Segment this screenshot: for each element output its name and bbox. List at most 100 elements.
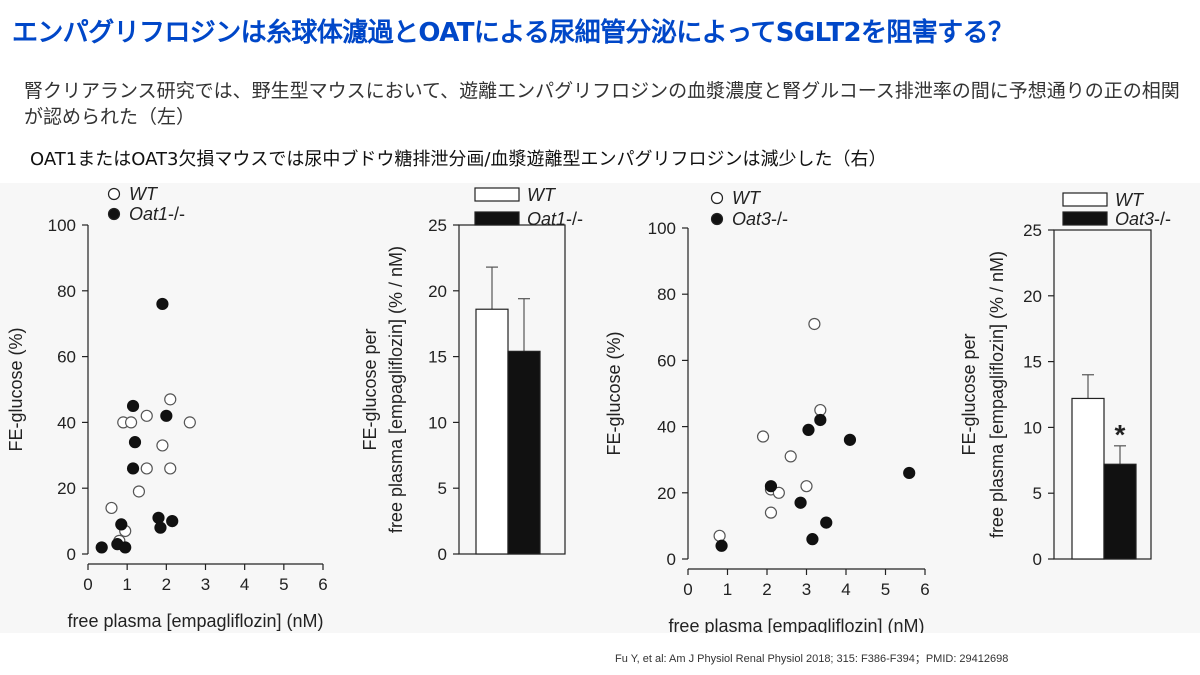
- data-point-filled: [95, 541, 108, 554]
- data-point-filled: [154, 521, 167, 534]
- bar-knockout: [1103, 463, 1137, 560]
- data-point-filled: [152, 511, 165, 524]
- y-tick-label: 20: [657, 484, 676, 503]
- data-point-filled: [806, 533, 819, 546]
- data-point-filled: [115, 518, 128, 531]
- y-tick-label: 100: [48, 216, 76, 235]
- y-tick-label: 0: [667, 550, 676, 569]
- data-point-open: [808, 317, 821, 331]
- x-tick-label: 1: [723, 580, 732, 599]
- legend-label: Oat1-/-: [527, 209, 583, 229]
- y-tick-label: 25: [428, 216, 447, 235]
- y-axis-label: FE-glucose per: [360, 328, 380, 450]
- legend-marker: [710, 212, 724, 226]
- legend-marker: [107, 187, 121, 201]
- page-title: エンパグリフロジンは糸球体濾過とOATによる尿細管分泌によってSGLT2を阻害す…: [12, 18, 1014, 48]
- legend-label: Oat3-/-: [732, 209, 788, 229]
- figure-panel: 0 20 40 60 80 100 0 1 2 3 4 5 6 free plasma [empaglif…: [0, 183, 1200, 633]
- data-point-open: [183, 416, 196, 429]
- x-tick-label: 2: [762, 580, 771, 599]
- data-point-filled: [126, 399, 140, 413]
- x-tick-label: 0: [83, 575, 92, 594]
- data-point-open: [132, 485, 146, 498]
- y-tick-label: 25: [1023, 221, 1042, 240]
- y-tick-label: 20: [428, 282, 447, 301]
- data-point-open: [756, 430, 770, 443]
- x-tick-label: 3: [802, 580, 811, 599]
- significance-asterisk: *: [1115, 419, 1126, 450]
- y-tick-label: 100: [648, 219, 676, 238]
- y-tick-label: 10: [428, 413, 447, 432]
- data-point-open: [764, 506, 778, 519]
- x-tick-label: 1: [122, 575, 131, 594]
- data-point-filled: [764, 480, 778, 493]
- y-axis-label: FE-glucose (%): [6, 327, 26, 451]
- x-axis-label: free plasma [empagliflozin] (nM): [67, 611, 323, 631]
- y-tick-label: 15: [1023, 353, 1042, 372]
- data-point-filled: [794, 496, 807, 509]
- data-point-open: [164, 462, 177, 475]
- legend-label: WT: [1115, 190, 1145, 210]
- legend-label: WT: [129, 184, 159, 204]
- legend-swatch: [474, 211, 520, 226]
- description-paragraph-oat: OAT1またはOAT3欠損マウスでは尿中ブドウ糖排泄分画/血漿遊離型エンパグリフ…: [30, 149, 887, 170]
- y-tick-label: 20: [1023, 287, 1042, 306]
- data-point-open: [140, 409, 153, 422]
- y-tick-label: 5: [438, 479, 447, 498]
- data-point-filled: [156, 297, 169, 311]
- data-point-open: [140, 462, 153, 475]
- y-tick-label: 5: [1033, 484, 1042, 503]
- x-tick-label: 4: [240, 575, 249, 594]
- y-tick-label: 40: [57, 413, 76, 432]
- y-tick-label: 0: [1033, 550, 1042, 569]
- y-axis-label: free plasma [empagliflozin] (% / nM): [386, 246, 406, 533]
- y-tick-label: 20: [57, 479, 76, 498]
- y-tick-label: 40: [657, 418, 676, 437]
- y-tick-label: 80: [57, 282, 76, 301]
- data-point-open: [164, 393, 177, 406]
- y-tick-label: 15: [428, 348, 447, 367]
- y-axis-label: FE-glucose per: [959, 333, 979, 455]
- legend-label: WT: [527, 185, 557, 205]
- data-point-open: [713, 529, 726, 542]
- legend-swatch: [474, 187, 520, 202]
- bar-wt: [1071, 397, 1105, 560]
- legend-label: Oat3-/-: [1115, 209, 1171, 229]
- y-tick-label: 60: [657, 351, 676, 370]
- description-paragraph: 腎クリアランス研究では、野生型マウスにおいて、遊離エンパグリフロジンの血漿濃度と…: [24, 80, 1180, 128]
- y-tick-label: 0: [438, 545, 447, 564]
- data-point-filled: [119, 541, 132, 554]
- x-tick-label: 5: [279, 575, 288, 594]
- x-tick-label: 5: [881, 580, 890, 599]
- x-axis-label: free plasma [empagliflozin] (nM): [668, 616, 924, 633]
- data-point-filled: [814, 413, 827, 427]
- y-tick-label: 0: [67, 545, 76, 564]
- bar-knockout: [507, 350, 541, 555]
- data-point-filled: [128, 436, 142, 449]
- bar-wt: [475, 308, 509, 555]
- data-point-open: [784, 450, 797, 463]
- y-tick-label: 60: [57, 348, 76, 367]
- legend-swatch: [1062, 211, 1108, 226]
- data-point-filled: [715, 539, 728, 552]
- data-point-filled: [843, 433, 857, 446]
- data-point-filled: [160, 409, 173, 422]
- data-point-filled: [903, 466, 916, 480]
- data-point-open: [156, 439, 169, 452]
- data-point-open: [800, 480, 813, 493]
- data-point-filled: [166, 515, 179, 528]
- legend-label: WT: [732, 188, 762, 208]
- x-tick-label: 2: [162, 575, 171, 594]
- y-axis-label: free plasma [empagliflozin] (% / nM): [987, 251, 1007, 538]
- legend-marker: [107, 207, 121, 221]
- data-point-filled: [802, 423, 815, 437]
- data-point-filled: [820, 516, 833, 529]
- y-axis-label: FE-glucose (%): [604, 331, 624, 455]
- legend-swatch: [1062, 192, 1108, 207]
- data-point-open: [772, 486, 785, 499]
- citation: Fu Y, et al: Am J Physiol Renal Physiol …: [615, 653, 1009, 665]
- x-tick-label: 0: [683, 580, 692, 599]
- x-tick-label: 6: [318, 575, 327, 594]
- data-point-filled: [126, 462, 140, 475]
